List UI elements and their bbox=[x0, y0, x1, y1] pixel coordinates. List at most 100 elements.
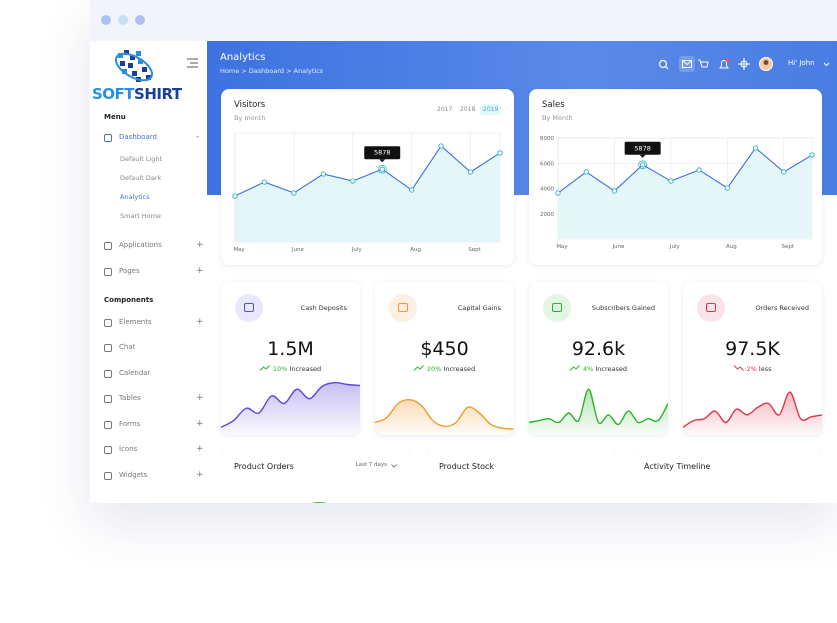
stat-card: Capital Gains $450 20% Increased bbox=[375, 281, 514, 435]
menu-icon-shape bbox=[104, 421, 112, 429]
x-tick-label: June bbox=[611, 244, 625, 250]
year-tab[interactable]: 2018 bbox=[460, 106, 476, 113]
stat-change-row: 20% Increased bbox=[375, 365, 514, 373]
logo-pixel bbox=[138, 59, 143, 64]
stat-icon bbox=[389, 294, 417, 322]
menu-item[interactable]: Dashboard bbox=[119, 133, 157, 141]
panel-card: Activity Timeline bbox=[631, 450, 822, 503]
chart-card: Sales By Month 2000 4000 6000 8000 May June July… bbox=[529, 89, 822, 265]
trend-arrow-line bbox=[569, 365, 580, 371]
menu-toggle[interactable]: + bbox=[196, 317, 204, 327]
menu-toggle[interactable]: + bbox=[196, 444, 204, 454]
year-tab[interactable]: 2019 bbox=[480, 104, 502, 115]
menu-item[interactable]: Icons bbox=[119, 445, 138, 453]
stat-icon-glyph bbox=[244, 303, 254, 312]
logo-pixel bbox=[128, 63, 133, 68]
menu-icon bbox=[104, 268, 112, 276]
data-point bbox=[781, 169, 787, 175]
menu-item[interactable]: Applications bbox=[119, 241, 162, 249]
stat-change: 20% Increased bbox=[426, 365, 476, 373]
logo-pixel bbox=[120, 61, 125, 66]
stat-title: Subscribers Gained bbox=[591, 304, 655, 312]
sparkline-line bbox=[529, 388, 668, 426]
data-point bbox=[724, 185, 730, 191]
submenu-item[interactable]: Smart Home bbox=[120, 212, 161, 220]
content: Visitors By month 2017 2018 2019 May June July A… bbox=[221, 89, 822, 503]
data-point bbox=[438, 143, 444, 149]
menu-toggle[interactable]: + bbox=[196, 393, 204, 403]
stat-title: Orders Received bbox=[755, 304, 810, 312]
menu-item[interactable]: Elements bbox=[119, 318, 152, 326]
line-area bbox=[235, 146, 500, 242]
stat-value: 92.6k bbox=[571, 338, 626, 360]
logo-pixel bbox=[130, 55, 135, 60]
line-series bbox=[557, 147, 813, 194]
data-point bbox=[379, 166, 385, 172]
logo-text: SOFT bbox=[92, 85, 135, 103]
menu-icon bbox=[104, 395, 112, 403]
line-chart: May June July Aug Sept 5878 bbox=[232, 132, 503, 253]
menu-item[interactable]: Chat bbox=[119, 343, 136, 351]
data-point bbox=[640, 162, 646, 168]
page-title: Analytics bbox=[220, 52, 266, 63]
tooltip-label: 5878 bbox=[634, 144, 651, 152]
line-area bbox=[558, 147, 812, 239]
menu-toggle[interactable]: - bbox=[196, 132, 200, 142]
stat-change: 2% less bbox=[746, 365, 772, 373]
year-tab[interactable]: 2017 bbox=[437, 106, 453, 113]
menu-icon bbox=[104, 421, 112, 429]
chart-subtitle: By month bbox=[234, 114, 266, 122]
data-point bbox=[409, 187, 415, 193]
y-tick-label: 6000 bbox=[540, 161, 554, 167]
trend-arrow-line bbox=[733, 365, 744, 371]
menu-item[interactable]: Tables bbox=[119, 394, 141, 402]
stat-value: $450 bbox=[420, 338, 469, 360]
submenu-item[interactable]: Default Dark bbox=[120, 174, 162, 182]
stat-icon-glyph bbox=[398, 303, 408, 312]
x-tick-label: Sept bbox=[782, 244, 795, 250]
menu-item[interactable]: Calendar bbox=[119, 369, 151, 377]
stat-change-row: 4% Increased bbox=[529, 365, 668, 373]
menu-icon-shape bbox=[104, 344, 112, 352]
data-point bbox=[696, 167, 702, 173]
data-point bbox=[497, 150, 503, 156]
stat-icon-glyph bbox=[552, 303, 562, 312]
sparkline-area bbox=[221, 382, 360, 435]
logo-text: SHIRT bbox=[134, 85, 182, 103]
trend-arrow bbox=[569, 365, 580, 371]
stat-change: 10% Increased bbox=[272, 365, 322, 373]
trend-arrow-line bbox=[259, 365, 270, 371]
user-name[interactable]: Hi' John bbox=[788, 59, 815, 67]
menu-toggle[interactable]: + bbox=[196, 470, 204, 480]
menu-toggle[interactable]: + bbox=[196, 266, 204, 276]
y-tick-label: 4000 bbox=[540, 187, 554, 193]
window-dots bbox=[101, 15, 145, 25]
trend-arrow-line bbox=[413, 365, 424, 371]
panel-filter[interactable]: Last 7 days bbox=[355, 462, 387, 468]
menu-toggle[interactable]: + bbox=[196, 419, 204, 429]
tooltip-arrow bbox=[379, 159, 386, 163]
sparkline-area bbox=[529, 389, 668, 435]
menu-item[interactable]: Pages bbox=[119, 267, 140, 275]
stat-change-pct: 10% bbox=[272, 365, 288, 373]
chart-card: Visitors By month 2017 2018 2019 May June July A… bbox=[221, 89, 514, 265]
tooltip-arrow bbox=[639, 154, 646, 158]
stat-title: Cash Deposits bbox=[300, 304, 347, 312]
stat-value: 1.5M bbox=[267, 338, 314, 360]
panel-card: Product Orders Last 7 days bbox=[221, 450, 411, 503]
stat-card: Orders Received 97.5K 2% less bbox=[683, 281, 822, 435]
menu-toggle[interactable]: + bbox=[196, 240, 204, 250]
sidebar: SOFTSHIRT Menu Dashboard - Default Light Defa… bbox=[90, 41, 207, 503]
submenu-item[interactable]: Analytics bbox=[120, 193, 150, 201]
logo-pixel bbox=[146, 75, 151, 80]
menu-item[interactable]: Forms bbox=[119, 420, 141, 428]
menu-toggle[interactable] bbox=[186, 57, 200, 69]
submenu-item[interactable]: Default Light bbox=[120, 155, 163, 163]
menu-item[interactable]: Widgets bbox=[119, 471, 148, 479]
menu-icon-shape bbox=[104, 268, 112, 276]
sparkline-area bbox=[683, 392, 822, 435]
stat-icon-bg bbox=[697, 294, 725, 322]
chart-title: Visitors bbox=[234, 100, 266, 110]
sparkline-line bbox=[683, 391, 822, 428]
